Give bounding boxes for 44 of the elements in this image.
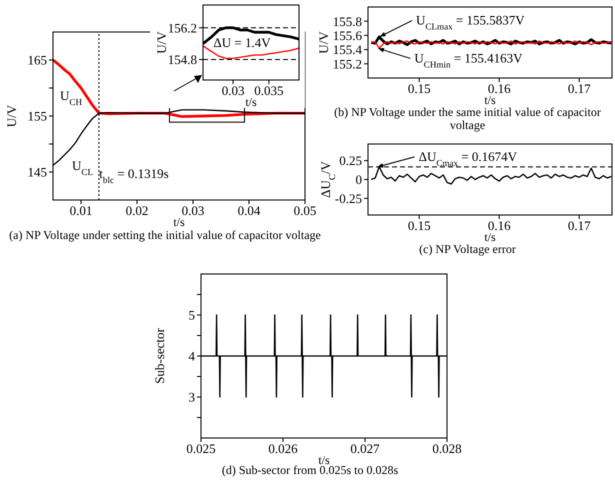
x-tick-label: 0.026 xyxy=(268,441,298,456)
annotation: ΔU = 1.4V xyxy=(213,35,272,50)
x-tick-label: 0.027 xyxy=(350,441,380,456)
annotation: U$_{CHmin}$ = 155.4163V xyxy=(414,50,524,70)
x-tick-label: 0.15 xyxy=(408,81,431,96)
x-tick-label: 0.05 xyxy=(294,203,316,218)
x-tick-label: 0.03 xyxy=(222,83,244,98)
y-tick-label: 155.8 xyxy=(332,14,362,29)
x-tick-label: 0.025 xyxy=(186,441,216,456)
y-tick-label: 5 xyxy=(188,308,195,323)
y-tick-label: 156.2 xyxy=(168,20,197,36)
annotation: ΔU$_{Cmax}$ = 0.1674V xyxy=(418,148,518,168)
y-tick-label: -0.25 xyxy=(334,191,362,206)
y-tick-label: 155.2 xyxy=(332,56,362,72)
y-tick-label: 155.6 xyxy=(332,28,362,44)
x-tick-label: 0.04 xyxy=(238,203,261,218)
y-tick-label: 145 xyxy=(28,164,47,180)
y-tick-label: 0 xyxy=(356,172,362,188)
y-tick-label: 4 xyxy=(188,348,196,364)
x-axis-title: t/s xyxy=(245,95,257,109)
y-tick-label: 0.25 xyxy=(339,153,362,168)
y-axis-title: U/V xyxy=(154,30,169,54)
y-axis-title: U/V xyxy=(316,30,331,54)
y-tick-label: 3 xyxy=(188,390,195,405)
text: (b) NP Voltage under the same initial value of capacitor voltage xyxy=(333,105,602,132)
annotation: t$_{blc}$ = 0.1319s xyxy=(99,166,169,185)
series-label: U$_{CL}$ xyxy=(72,158,94,177)
y-tick-label: 155 xyxy=(28,108,47,124)
x-tick-label: 0.17 xyxy=(568,218,592,234)
y-axis-title: U/V xyxy=(4,104,19,128)
annotation: U$_{CLmax}$ = 155.5837V xyxy=(416,12,526,32)
x-tick-label: 0.15 xyxy=(408,218,431,234)
text: (a) NP Voltage under setting the initial value of capacitor voltage xyxy=(8,228,322,242)
x-tick-label: 0.01 xyxy=(70,203,92,218)
x-tick-label: 0.035 xyxy=(254,83,284,98)
y-tick-label: 154.8 xyxy=(168,52,197,68)
x-tick-label: 0.028 xyxy=(432,441,462,456)
text: (c) NP Voltage error xyxy=(418,242,517,256)
y-tick-label: 155.4 xyxy=(332,42,362,58)
x-tick-label: 0.02 xyxy=(126,203,148,218)
x-tick-label: 0.17 xyxy=(568,81,592,96)
y-tick-label: 165 xyxy=(28,52,47,68)
y-axis-title: Sub-sector xyxy=(152,328,167,384)
series-label: U$_{CH}$ xyxy=(60,88,82,107)
